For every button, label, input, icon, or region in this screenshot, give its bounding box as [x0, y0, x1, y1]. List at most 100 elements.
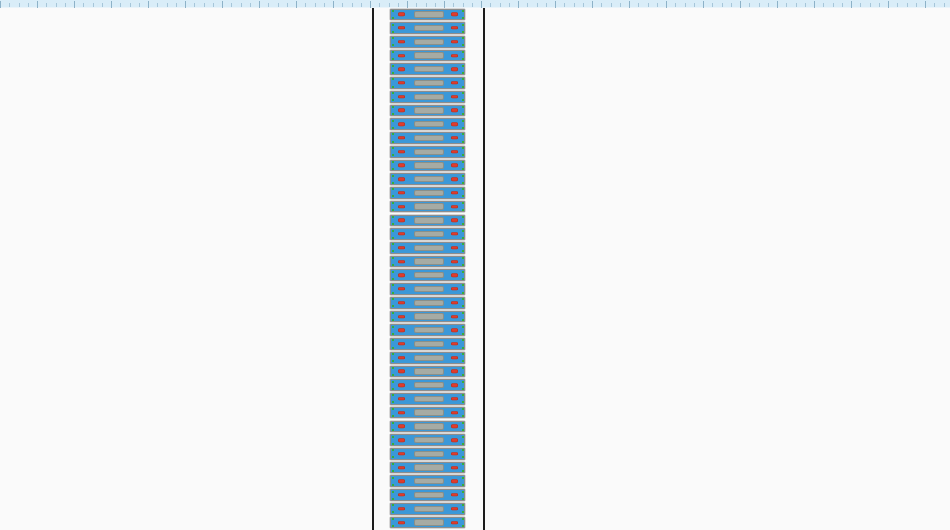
mount-screw-icon: [461, 449, 464, 452]
power-led-icon: [397, 67, 405, 71]
rack-unit[interactable]: [390, 475, 465, 488]
ruler-tick: [231, 2, 233, 7]
mount-screw-icon: [391, 435, 394, 438]
vent-panel: [414, 519, 444, 526]
rack-unit[interactable]: [390, 351, 465, 364]
rack-unit[interactable]: [390, 104, 465, 117]
mount-screw-icon: [461, 78, 464, 81]
vent-panel: [414, 450, 444, 457]
vent-panel: [414, 107, 444, 114]
mount-screw-icon: [391, 470, 394, 473]
rack-unit[interactable]: [390, 393, 465, 405]
mount-screw-icon: [391, 222, 394, 225]
horizontal-ruler[interactable]: [0, 0, 950, 8]
vent-panel: [414, 505, 444, 512]
rack-unit[interactable]: [390, 214, 465, 227]
ruler-tick: [851, 0, 852, 8]
ruler-tick: [518, 0, 519, 8]
mount-screw-icon: [391, 517, 394, 520]
rack-unit[interactable]: [390, 241, 465, 254]
power-led-icon: [450, 314, 458, 319]
mount-screw-icon: [461, 394, 464, 397]
rack-unit[interactable]: [390, 187, 465, 199]
rack-unit[interactable]: [390, 283, 465, 295]
rack-unit[interactable]: [390, 8, 465, 21]
vent-panel: [414, 313, 444, 320]
rack-unit[interactable]: [390, 502, 465, 515]
rack-unit[interactable]: [390, 63, 465, 76]
rack-unit[interactable]: [390, 461, 465, 474]
rack-unit[interactable]: [390, 420, 465, 433]
mount-screw-icon: [461, 119, 464, 122]
rack-unit[interactable]: [390, 118, 465, 131]
ruler-tick: [55, 2, 57, 7]
ruler-tick: [268, 2, 270, 7]
rack-unit[interactable]: [390, 49, 465, 62]
mount-screw-icon: [461, 270, 464, 273]
rack-frame-left[interactable]: [372, 8, 374, 530]
mount-screw-icon: [391, 92, 394, 95]
ruler-tick: [397, 2, 399, 7]
rack-unit[interactable]: [390, 22, 465, 34]
rack-unit[interactable]: [390, 406, 465, 419]
rack-unit[interactable]: [390, 365, 465, 378]
power-led-icon: [397, 383, 405, 387]
power-led-icon: [450, 149, 458, 154]
vent-panel: [414, 11, 444, 18]
mount-screw-icon: [391, 366, 394, 369]
mount-screw-icon: [461, 236, 464, 239]
power-led-icon: [397, 438, 405, 442]
rack-unit[interactable]: [390, 228, 465, 240]
mount-screw-icon: [461, 277, 464, 280]
ruler-tick: [832, 2, 834, 7]
mount-screw-icon: [461, 517, 464, 520]
ruler-tick: [120, 2, 122, 7]
mount-screw-icon: [461, 215, 464, 218]
vent-panel: [414, 189, 444, 197]
mount-screw-icon: [461, 456, 464, 459]
mount-screw-icon: [391, 284, 394, 287]
mount-screw-icon: [391, 490, 394, 493]
rack-unit[interactable]: [390, 338, 465, 350]
rack-unit[interactable]: [390, 324, 465, 337]
ruler-tick: [157, 2, 159, 7]
rack-unit[interactable]: [390, 269, 465, 282]
rack-unit[interactable]: [390, 77, 465, 89]
rack-unit[interactable]: [390, 173, 465, 185]
power-led-icon: [450, 328, 458, 332]
mount-screw-icon: [461, 30, 464, 33]
vent-panel: [414, 285, 444, 293]
mount-screw-icon: [461, 92, 464, 95]
ruler-tick: [508, 2, 510, 7]
rack-unit[interactable]: [390, 310, 465, 323]
ruler-tick: [638, 2, 640, 7]
mount-screw-icon: [391, 325, 394, 328]
rack-unit[interactable]: [390, 296, 465, 309]
mount-screw-icon: [391, 181, 394, 184]
rack-frame-right[interactable]: [483, 8, 485, 530]
rack-unit[interactable]: [390, 90, 465, 103]
rack-unit[interactable]: [390, 255, 465, 268]
ruler-tick: [795, 2, 797, 7]
rack-unit[interactable]: [390, 145, 465, 158]
power-led-icon: [450, 163, 458, 168]
ruler-tick: [148, 0, 149, 8]
vent-panel: [414, 299, 444, 306]
ruler-tick: [749, 2, 751, 7]
ruler-tick: [453, 2, 455, 7]
ruler-tick: [601, 2, 603, 7]
rack-unit[interactable]: [390, 35, 465, 48]
rack-unit[interactable]: [390, 379, 465, 392]
mount-screw-icon: [461, 525, 464, 528]
power-led-icon: [397, 163, 405, 168]
ruler-tick: [684, 2, 686, 7]
rack-unit[interactable]: [390, 434, 465, 446]
rack-unit[interactable]: [390, 448, 465, 460]
rack-unit[interactable]: [390, 516, 465, 529]
power-led-icon: [450, 452, 458, 456]
rack-unit[interactable]: [390, 159, 465, 172]
rack-unit[interactable]: [390, 132, 465, 144]
rack-unit[interactable]: [390, 489, 465, 501]
rack-unit[interactable]: [390, 200, 465, 213]
